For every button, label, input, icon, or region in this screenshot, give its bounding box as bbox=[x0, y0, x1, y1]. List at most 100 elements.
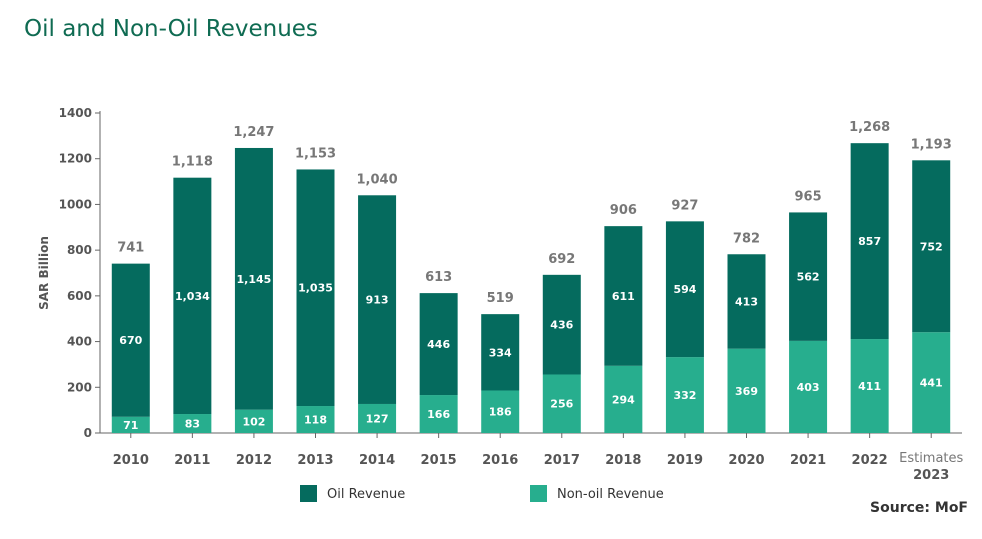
label-nonoil-0: 71 bbox=[123, 419, 138, 432]
bar-nonoil-12 bbox=[850, 339, 889, 433]
label-total-3: 1,153 bbox=[295, 146, 336, 161]
bar-oil-12 bbox=[850, 143, 889, 340]
bar-nonoil-1 bbox=[173, 414, 212, 433]
label-nonoil-1: 83 bbox=[185, 418, 200, 431]
x-tick-label-4: 2014 bbox=[359, 453, 395, 468]
bar-oil-8 bbox=[604, 226, 643, 366]
source-note: Source: MoF bbox=[870, 500, 968, 516]
label-oil-5: 446 bbox=[427, 338, 450, 351]
x-tick-label-5: 2015 bbox=[421, 453, 457, 468]
bar-oil-6 bbox=[481, 314, 520, 391]
bar-nonoil-11 bbox=[789, 340, 828, 433]
label-total-6: 519 bbox=[487, 291, 514, 306]
legend-swatch-1 bbox=[530, 485, 547, 502]
y-tick-label: 400 bbox=[67, 335, 92, 349]
bar-nonoil-5 bbox=[419, 395, 458, 433]
x-tick-label-2: 2012 bbox=[236, 453, 272, 468]
label-oil-1: 1,034 bbox=[175, 290, 210, 303]
y-tick-label: 1000 bbox=[59, 197, 92, 211]
label-nonoil-7: 256 bbox=[550, 398, 573, 411]
bar-oil-1 bbox=[173, 177, 212, 415]
y-tick-label: 1400 bbox=[59, 106, 92, 120]
label-nonoil-11: 403 bbox=[797, 381, 820, 394]
y-tick-label: 600 bbox=[67, 289, 92, 303]
x-tick-label-7: 2017 bbox=[544, 453, 580, 468]
label-nonoil-3: 118 bbox=[304, 414, 327, 427]
label-total-11: 965 bbox=[795, 189, 822, 204]
bar-nonoil-4 bbox=[358, 403, 397, 433]
x-tick-label-1: 2011 bbox=[174, 453, 210, 468]
y-axis-title: SAR Billion bbox=[37, 236, 51, 310]
x-tick-label-10: 2020 bbox=[728, 453, 764, 468]
label-total-5: 613 bbox=[425, 270, 452, 285]
label-total-9: 927 bbox=[671, 198, 698, 213]
y-tick-label: 200 bbox=[67, 380, 92, 394]
label-oil-2: 1,145 bbox=[237, 273, 272, 286]
label-nonoil-4: 127 bbox=[366, 412, 389, 425]
bar-nonoil-8 bbox=[604, 365, 643, 433]
label-oil-0: 670 bbox=[119, 334, 142, 347]
label-oil-10: 413 bbox=[735, 295, 758, 308]
label-nonoil-9: 332 bbox=[673, 389, 696, 402]
label-oil-12: 857 bbox=[858, 235, 881, 248]
label-nonoil-2: 102 bbox=[242, 415, 265, 428]
bar-oil-9 bbox=[665, 221, 704, 358]
label-nonoil-8: 294 bbox=[612, 393, 635, 406]
y-tick-label: 0 bbox=[84, 426, 92, 440]
label-total-13: 1,193 bbox=[911, 137, 952, 152]
x-tick-label-3: 2013 bbox=[297, 453, 333, 468]
label-total-10: 782 bbox=[733, 231, 760, 246]
label-total-7: 692 bbox=[548, 252, 575, 267]
label-total-4: 1,040 bbox=[357, 172, 398, 187]
bar-oil-0 bbox=[111, 263, 150, 417]
bar-nonoil-6 bbox=[481, 390, 520, 433]
bar-oil-10 bbox=[727, 254, 766, 349]
label-total-1: 1,118 bbox=[172, 155, 213, 170]
bar-nonoil-0 bbox=[111, 416, 150, 433]
label-oil-6: 334 bbox=[489, 346, 512, 359]
label-oil-3: 1,035 bbox=[298, 282, 333, 295]
label-total-2: 1,247 bbox=[233, 125, 274, 140]
y-tick-label: 1200 bbox=[59, 152, 92, 166]
bar-nonoil-9 bbox=[665, 357, 704, 433]
legend-label-1: Non-oil Revenue bbox=[557, 487, 664, 502]
label-oil-13: 752 bbox=[920, 240, 943, 253]
y-tick-label: 800 bbox=[67, 243, 92, 257]
bar-nonoil-10 bbox=[727, 348, 766, 433]
x-tick-label-0: 2010 bbox=[113, 453, 149, 468]
label-nonoil-10: 369 bbox=[735, 385, 758, 398]
label-oil-8: 611 bbox=[612, 290, 635, 303]
x-tick-label-11: 2021 bbox=[790, 453, 826, 468]
legend-label-0: Oil Revenue bbox=[327, 487, 405, 502]
label-total-8: 906 bbox=[610, 203, 637, 218]
label-nonoil-6: 186 bbox=[489, 406, 512, 419]
label-total-12: 1,268 bbox=[849, 120, 890, 135]
bar-nonoil-2 bbox=[234, 409, 273, 433]
bar-oil-11 bbox=[789, 212, 828, 341]
bar-oil-5 bbox=[419, 293, 458, 396]
legend-swatch-0 bbox=[300, 485, 317, 502]
bar-nonoil-13 bbox=[912, 332, 951, 433]
bar-oil-7 bbox=[542, 274, 581, 375]
label-oil-9: 594 bbox=[673, 283, 696, 296]
x-tick-label-12: 2022 bbox=[852, 453, 888, 468]
x-tick-sublabel-13: 2023 bbox=[913, 468, 949, 483]
x-tick-label-9: 2019 bbox=[667, 453, 703, 468]
label-nonoil-5: 166 bbox=[427, 408, 450, 421]
bar-nonoil-3 bbox=[296, 406, 335, 433]
label-total-0: 741 bbox=[117, 241, 144, 256]
label-oil-11: 562 bbox=[797, 271, 820, 284]
chart-title: Oil and Non-Oil Revenues bbox=[24, 16, 318, 42]
bar-oil-4 bbox=[358, 195, 397, 404]
bar-oil-2 bbox=[234, 147, 273, 410]
bar-nonoil-7 bbox=[542, 374, 581, 433]
x-tick-label-8: 2018 bbox=[605, 453, 641, 468]
x-tick-label-6: 2016 bbox=[482, 453, 518, 468]
label-oil-4: 913 bbox=[366, 294, 389, 307]
bar-oil-13 bbox=[912, 160, 951, 333]
x-tick-label-13: Estimates bbox=[899, 451, 963, 466]
label-nonoil-13: 441 bbox=[920, 377, 943, 390]
label-nonoil-12: 411 bbox=[858, 380, 881, 393]
bar-oil-3 bbox=[296, 169, 335, 407]
